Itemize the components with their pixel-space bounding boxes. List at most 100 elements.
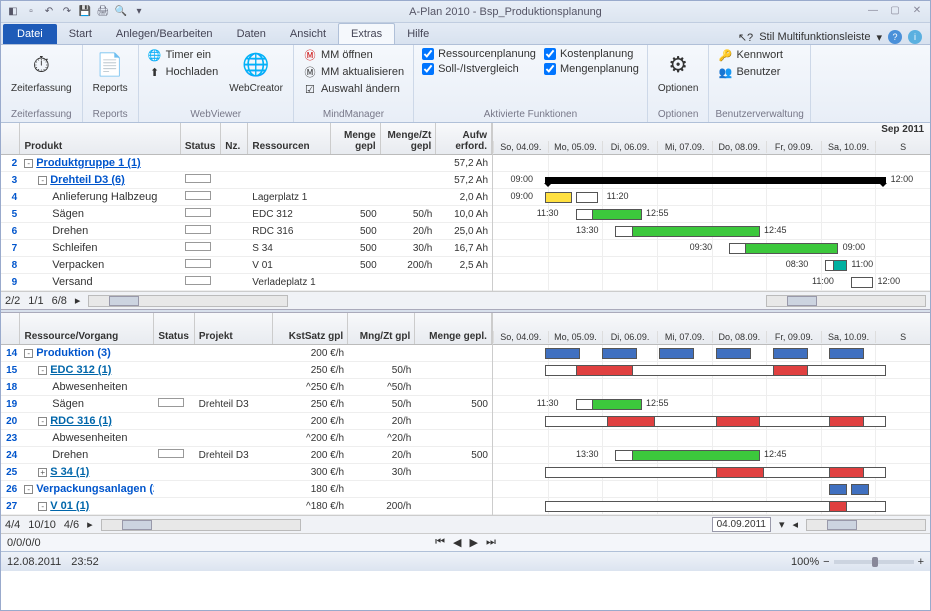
app-icon[interactable]: ◧ xyxy=(5,4,21,20)
ressourcenplanung-check[interactable]: Ressourcenplanung xyxy=(420,47,538,61)
tab-ansicht[interactable]: Ansicht xyxy=(278,24,338,44)
save-icon[interactable]: 💾 xyxy=(77,4,93,20)
tab-start[interactable]: Start xyxy=(57,24,104,44)
gantt-bar[interactable] xyxy=(615,450,759,461)
kostenplanung-check[interactable]: Kostenplanung xyxy=(542,47,641,61)
expand-icon[interactable]: - xyxy=(24,349,33,358)
nav-first-icon[interactable]: ⏮ xyxy=(435,536,445,549)
redo-icon[interactable]: ↷ xyxy=(59,4,75,20)
gantt-bar[interactable] xyxy=(576,365,633,376)
mm-open-button[interactable]: ⓂMM öffnen xyxy=(300,47,407,63)
hochladen-button[interactable]: ⬆Hochladen xyxy=(145,64,222,80)
tab-file[interactable]: Datei xyxy=(3,24,57,44)
expand-icon[interactable]: - xyxy=(38,502,47,511)
col-nz[interactable]: Nz. xyxy=(221,123,248,154)
table-row[interactable]: 14-Produktion (3)200 €/h xyxy=(1,345,492,362)
print-icon[interactable]: 🖨 xyxy=(95,4,111,20)
table-row[interactable]: 23Abwesenheiten^200 €/h^20/h xyxy=(1,430,492,447)
preview-icon[interactable]: 🔍 xyxy=(113,4,129,20)
gantt-bar[interactable] xyxy=(602,348,637,359)
timer-ein-button[interactable]: 🌐Timer ein xyxy=(145,47,222,63)
table-row[interactable]: 2-Produktgruppe 1 (1)57,2 Ah xyxy=(1,155,492,172)
info-icon[interactable]: i xyxy=(908,30,922,44)
table-row[interactable]: 4Anlieferung HalbzeugLagerplatz 12,0 Ah xyxy=(1,189,492,206)
help-pointer-icon[interactable]: ↖? xyxy=(738,31,753,44)
table-row[interactable]: 25+S 34 (1)300 €/h30/h xyxy=(1,464,492,481)
qat-dropdown-icon[interactable]: ▾ xyxy=(131,4,147,20)
gantt-bar[interactable] xyxy=(716,467,764,478)
zoom-control[interactable]: 100% − + xyxy=(791,556,924,568)
gantt-bar[interactable] xyxy=(851,277,873,288)
gantt-bar[interactable] xyxy=(825,260,834,271)
gantt-bar[interactable] xyxy=(659,348,694,359)
gantt-bar[interactable] xyxy=(576,192,598,203)
col-aufw[interactable]: Aufw erford. xyxy=(436,123,492,154)
table-row[interactable]: 5SägenEDC 31250050/h10,0 Ah xyxy=(1,206,492,223)
hscroll-right[interactable] xyxy=(766,295,926,307)
gantt-bar[interactable] xyxy=(615,226,759,237)
table-row[interactable]: 9VersandVerladeplatz 1 xyxy=(1,274,492,291)
table-row[interactable]: 15-EDC 312 (1)250 €/h50/h xyxy=(1,362,492,379)
table-row[interactable]: 7SchleifenS 3450030/h16,7 Ah xyxy=(1,240,492,257)
col-produkt[interactable]: Produkt xyxy=(20,123,180,154)
table-row[interactable]: 3-Drehteil D3 (6)57,2 Ah xyxy=(1,172,492,189)
table-row[interactable]: 18Abwesenheiten^250 €/h^50/h xyxy=(1,379,492,396)
gantt-bar[interactable] xyxy=(829,416,864,427)
expand-icon[interactable]: - xyxy=(24,159,33,168)
gantt-bar[interactable] xyxy=(773,365,808,376)
maximize-button[interactable]: ▢ xyxy=(886,5,904,19)
gantt-bar[interactable] xyxy=(716,416,760,427)
gantt-bar[interactable] xyxy=(545,177,886,184)
nav-last-icon[interactable]: ⏭ xyxy=(486,536,496,549)
expand-icon[interactable]: - xyxy=(24,485,33,494)
hscroll[interactable] xyxy=(88,295,288,307)
gantt-bar[interactable] xyxy=(576,399,593,410)
gantt-bar[interactable] xyxy=(576,209,593,220)
gantt-bar[interactable] xyxy=(729,243,746,254)
nav-prev-icon[interactable]: ◀ xyxy=(453,536,461,549)
sollist-check[interactable]: Soll-/Istvergleich xyxy=(420,62,538,76)
gantt-bar[interactable] xyxy=(829,467,864,478)
col-mengegepl[interactable]: Menge gepl. xyxy=(415,313,492,344)
tab-anlegenbearbeiten[interactable]: Anlegen/Bearbeiten xyxy=(104,24,225,44)
date-prev-icon[interactable]: ◂ xyxy=(792,518,798,531)
zoom-in-icon[interactable]: + xyxy=(918,556,924,568)
tab-daten[interactable]: Daten xyxy=(225,24,278,44)
gantt-bar[interactable] xyxy=(545,192,571,203)
table-row[interactable]: 6DrehenRDC 31650020/h25,0 Ah xyxy=(1,223,492,240)
gantt-bar[interactable] xyxy=(829,501,846,512)
optionen-button[interactable]: ⚙Optionen xyxy=(654,47,703,96)
hscroll2[interactable] xyxy=(101,519,301,531)
webcreator-button[interactable]: 🌐WebCreator xyxy=(225,47,287,96)
date-picker[interactable]: 04.09.2011 xyxy=(712,517,771,532)
style-menu[interactable]: Stil Multifunktionsleiste xyxy=(759,31,870,43)
gantt-bar[interactable] xyxy=(545,348,580,359)
table-row[interactable]: 8VerpackenV 01500200/h2,5 Ah xyxy=(1,257,492,274)
gantt-bar[interactable] xyxy=(829,484,846,495)
gantt-bar[interactable] xyxy=(773,348,808,359)
col-kstsatz[interactable]: KstSatz gpl xyxy=(273,313,348,344)
col-ressourcen[interactable]: Ressourcen xyxy=(248,123,330,154)
benutzer-button[interactable]: 👥Benutzer xyxy=(715,64,785,80)
zeiterfassung-button[interactable]: ⏱Zeiterfassung xyxy=(7,47,76,96)
zoom-out-icon[interactable]: − xyxy=(823,556,829,568)
nav-next-icon[interactable]: ▶ xyxy=(470,536,478,549)
help-icon[interactable]: ? xyxy=(888,30,902,44)
table-row[interactable]: 20-RDC 316 (1)200 €/h20/h xyxy=(1,413,492,430)
new-icon[interactable]: ▫ xyxy=(23,4,39,20)
table-row[interactable]: 26-Verpackungsanlagen (2)180 €/h xyxy=(1,481,492,498)
close-button[interactable]: ✕ xyxy=(908,5,926,19)
col-menge[interactable]: Menge gepl xyxy=(331,123,381,154)
col-mngzt[interactable]: Mng/Zt gpl xyxy=(348,313,415,344)
table-row[interactable]: 24DrehenDrehteil D3200 €/h20/h500 xyxy=(1,447,492,464)
expand-icon[interactable]: - xyxy=(38,417,47,426)
gantt-bar[interactable] xyxy=(615,450,632,461)
col-status[interactable]: Status xyxy=(181,123,221,154)
expand-icon[interactable]: + xyxy=(38,468,47,477)
gantt-bar[interactable] xyxy=(716,348,751,359)
gantt-bar[interactable] xyxy=(851,484,868,495)
expand-icon[interactable]: - xyxy=(38,176,47,185)
reports-button[interactable]: 📄Reports xyxy=(89,47,132,96)
gantt-bar[interactable] xyxy=(615,226,632,237)
col-ressource[interactable]: Ressource/Vorgang xyxy=(20,313,154,344)
